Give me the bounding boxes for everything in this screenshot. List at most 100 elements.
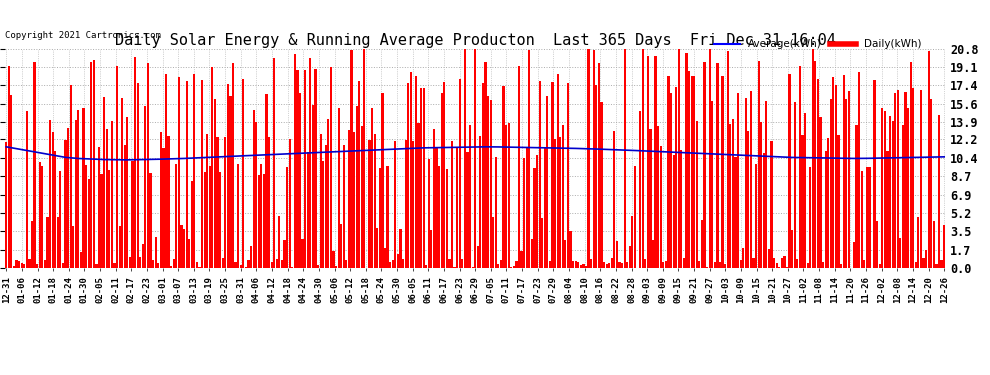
Bar [634,166,636,268]
Bar [755,164,757,268]
Bar [325,146,327,268]
Bar [23,264,26,268]
Bar [463,49,466,268]
Bar [167,136,169,268]
Bar [662,262,664,268]
Bar [706,267,708,268]
Bar [418,123,420,268]
Bar [866,166,868,268]
Bar [275,259,278,268]
Bar [799,66,801,268]
Bar [49,120,51,268]
Bar [749,92,752,268]
Bar [333,251,335,268]
Bar [737,93,740,268]
Bar [933,221,935,268]
Bar [850,267,852,268]
Bar [193,75,195,268]
Bar [742,248,744,268]
Bar [693,76,695,268]
Bar [13,266,15,268]
Bar [299,93,301,268]
Bar [420,88,422,268]
Bar [732,119,734,268]
Bar [923,258,925,268]
Bar [752,258,754,268]
Bar [796,259,798,268]
Bar [845,99,847,268]
Bar [678,49,680,268]
Bar [812,49,814,268]
Bar [249,246,252,268]
Bar [931,99,933,268]
Bar [56,217,58,268]
Bar [373,134,376,268]
Bar [270,262,272,268]
Bar [775,263,778,268]
Bar [770,141,772,268]
Bar [649,129,651,268]
Bar [227,84,229,268]
Bar [188,239,190,268]
Bar [659,146,662,268]
Bar [827,138,830,268]
Bar [127,117,129,268]
Bar [497,264,500,268]
Bar [651,240,654,268]
Bar [431,230,433,268]
Bar [240,265,242,268]
Bar [5,142,7,268]
Bar [765,101,767,268]
Bar [165,74,167,268]
Bar [379,168,381,268]
Bar [778,267,780,268]
Bar [162,148,164,268]
Bar [688,70,690,268]
Bar [26,111,28,268]
Bar [804,113,806,268]
Bar [235,261,237,268]
Bar [529,50,531,268]
Bar [410,72,412,268]
Bar [402,259,404,268]
Bar [392,260,394,268]
Bar [574,261,577,268]
Bar [59,171,61,268]
Bar [569,231,571,268]
Bar [209,166,211,268]
Bar [791,230,793,268]
Bar [291,267,293,268]
Bar [899,238,902,268]
Bar [762,153,765,268]
Bar [928,51,930,268]
Bar [585,266,587,268]
Bar [302,238,304,268]
Bar [114,263,116,268]
Bar [510,267,513,268]
Bar [709,49,711,268]
Bar [696,121,698,268]
Bar [863,260,865,268]
Bar [16,260,18,268]
Bar [711,101,714,268]
Bar [103,96,105,268]
Bar [90,62,92,268]
Bar [471,267,474,268]
Bar [320,134,322,268]
Bar [724,264,727,268]
Bar [288,139,291,268]
Bar [626,262,629,268]
Bar [476,246,479,268]
Bar [145,106,147,268]
Bar [559,137,561,268]
Title: Daily Solar Energy & Running Average Producton  Last 365 Days  Fri Dec 31 16:04: Daily Solar Energy & Running Average Pro… [115,33,836,48]
Bar [248,260,249,268]
Bar [172,259,175,268]
Bar [500,260,502,268]
Bar [386,166,389,268]
Bar [632,216,634,268]
Bar [198,267,201,268]
Bar [717,63,719,268]
Bar [95,264,98,268]
Bar [111,121,113,268]
